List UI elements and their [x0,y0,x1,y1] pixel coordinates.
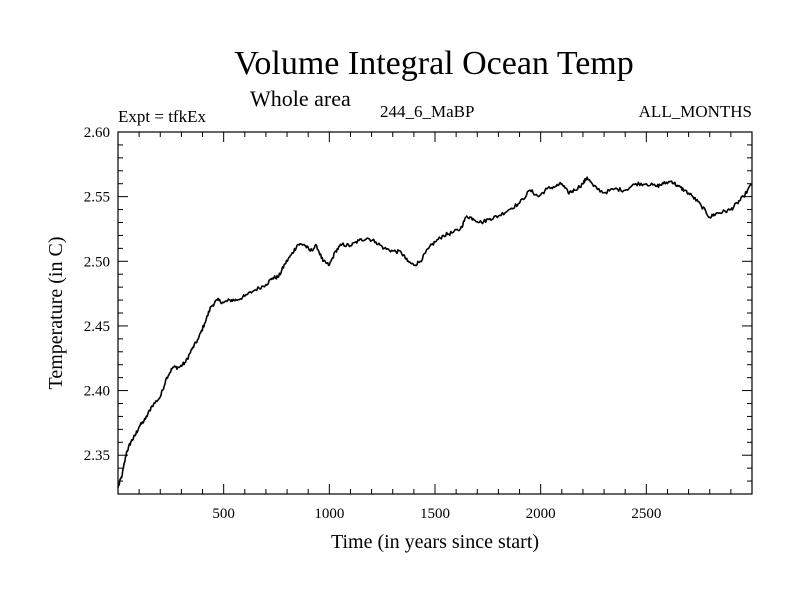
y-tick-label: 2.40 [84,384,110,400]
x-tick-label: 2000 [526,506,556,522]
x-tick-label: 2500 [631,506,661,522]
y-axis-label: Temperature (in C) [45,237,67,390]
y-tick-label: 2.35 [84,448,110,464]
y-tick-label: 2.55 [84,190,110,206]
run-label: 244_6_MaBP [380,102,474,121]
chart-title: Volume Integral Ocean Temp [234,45,634,82]
series-line [117,176,753,488]
x-axis-label: Time (in years since start) [331,531,539,553]
chart-subtitle: Whole area [250,86,351,111]
y-tick-label: 2.60 [84,125,110,141]
months-label: ALL_MONTHS [639,102,752,121]
x-tick-label: 500 [212,506,235,522]
y-tick-label: 2.45 [84,319,110,335]
axis-ticks [118,132,752,494]
series-layer [117,176,753,488]
axis-tick-labels: 500 1000 1500 2000 2500 2.35 2.40 2.45 2.50 2.55 2… [84,125,662,522]
x-tick-label: 1000 [314,506,344,522]
x-tick-label: 1500 [420,506,450,522]
expt-label: Expt = tfkEx [118,107,206,126]
y-tick-label: 2.50 [84,254,110,270]
